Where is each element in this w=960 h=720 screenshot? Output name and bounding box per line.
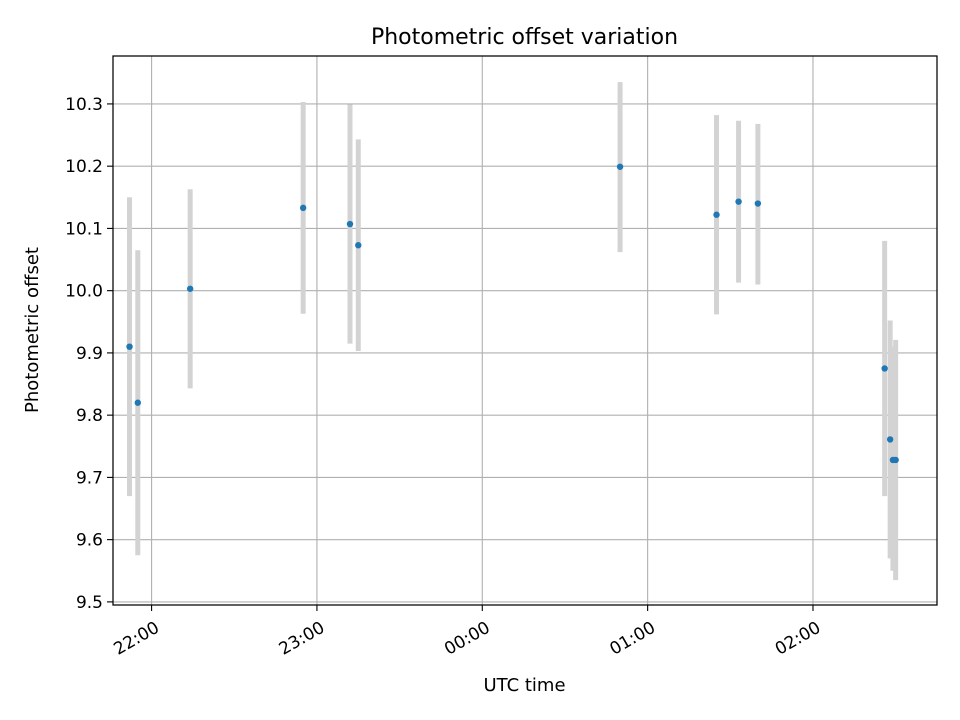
y-tick-label: 9.5	[76, 593, 103, 613]
plot-area-frame	[112, 55, 938, 606]
y-tick-label: 9.7	[76, 468, 103, 488]
data-point	[616, 163, 624, 170]
data-point	[881, 365, 888, 372]
data-point	[735, 198, 742, 205]
grid-lines	[113, 56, 937, 605]
y-tick-label: 9.8	[76, 406, 103, 426]
data-point	[299, 204, 307, 212]
y-tick-label: 10.1	[65, 219, 103, 239]
y-axis-ticks: 9.5 9.6 9.7 9.8 9.9 10.0 10.1 10.2 10.3	[65, 95, 113, 613]
data-point	[754, 200, 762, 207]
y-tick-label: 10.0	[65, 282, 103, 302]
data-point	[886, 436, 894, 443]
x-axis-label: UTC time	[483, 675, 565, 696]
data-point	[126, 343, 133, 350]
data-point	[713, 211, 720, 218]
y-tick-label: 9.9	[76, 344, 103, 364]
chart-title: Photometric offset variation	[371, 25, 678, 50]
y-tick-label: 9.6	[76, 531, 103, 551]
data-point	[186, 285, 194, 292]
data-points	[126, 163, 899, 464]
y-tick-label: 10.2	[65, 157, 103, 177]
data-point	[134, 399, 142, 406]
y-axis-label: Photometric offset	[22, 247, 43, 413]
data-point	[892, 456, 899, 464]
data-point	[355, 242, 362, 249]
y-tick-label: 10.3	[65, 95, 103, 115]
data-point	[346, 220, 354, 228]
